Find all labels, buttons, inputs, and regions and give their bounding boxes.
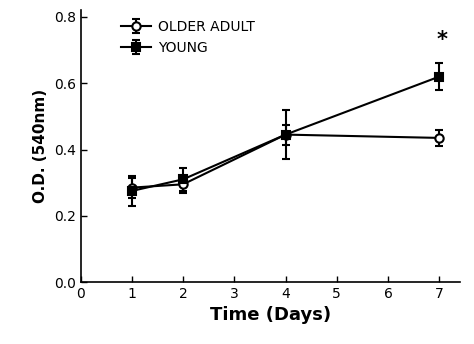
Legend: OLDER ADULT, YOUNG: OLDER ADULT, YOUNG (118, 17, 258, 58)
X-axis label: Time (Days): Time (Days) (210, 307, 331, 324)
Y-axis label: O.D. (540nm): O.D. (540nm) (33, 89, 48, 203)
Text: *: * (437, 30, 447, 50)
